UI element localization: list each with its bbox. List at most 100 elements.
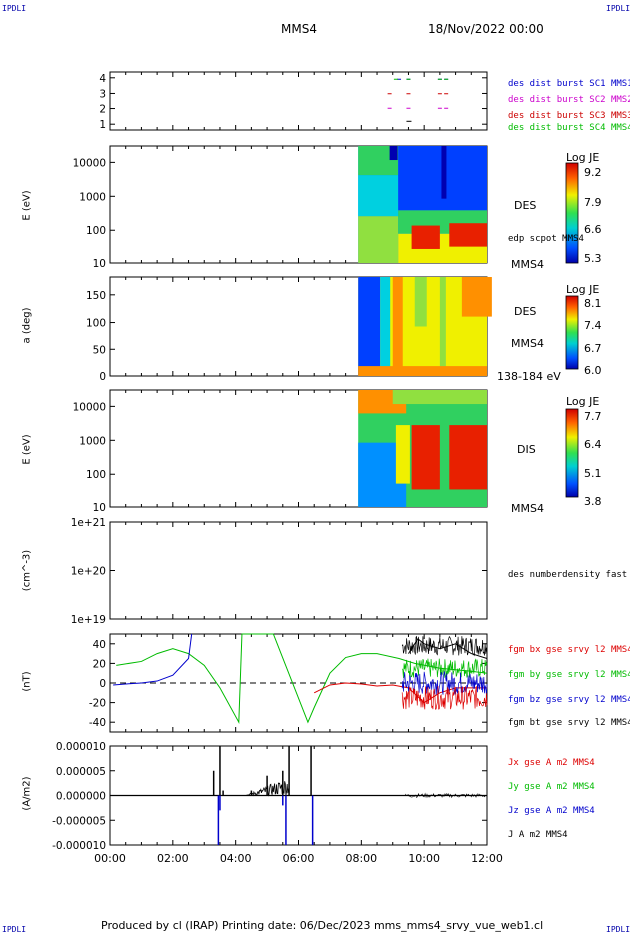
legend-jy: Jy gse A m2 MMS4 (508, 782, 595, 792)
y-tick-label-current-0: 0.000010 (56, 741, 106, 753)
series-bx (313, 682, 487, 704)
y-tick-label-des_pa-3: 0 (99, 371, 106, 383)
y-tick-label-des_pa-2: 50 (93, 344, 106, 356)
cbar2-tick-2: 6.7 (584, 342, 602, 355)
des-pa-block (358, 277, 381, 376)
y-tick-label-dis_e-2: 100 (86, 469, 106, 481)
cbar3-tick-1: 6.4 (584, 438, 602, 451)
density-legend: des numberdensity fast M (508, 570, 630, 580)
date-title: 18/Nov/2022 00:00 (428, 22, 544, 36)
des-pa-block (439, 277, 446, 376)
des-pa-sc: MMS4 (511, 337, 544, 350)
legend-avail-1: des dist burst SC1 MMS1 (508, 79, 630, 89)
y-tick-label-des_pa-0: 150 (86, 290, 106, 302)
y-tick-label-avail-3: 1 (99, 119, 106, 131)
bfield-noise (401, 658, 488, 679)
x-tick-label-6: 12:00 (471, 852, 503, 865)
legend-j: J A m2 MMS4 (508, 830, 568, 840)
series-bz (113, 633, 193, 686)
x-tick-label-0: 00:00 (94, 852, 126, 865)
current-burst (245, 781, 290, 797)
legend-jz: Jz gse A m2 MMS4 (508, 806, 595, 816)
panel-frame-density (109, 521, 488, 620)
x-tick-label-3: 06:00 (283, 852, 315, 865)
cbar2-tick-3: 6.0 (584, 364, 602, 377)
dis-e-name: DIS (517, 443, 536, 456)
cbar1-tick-3: 5.3 (584, 252, 602, 265)
y-tick-label-avail-2: 2 (99, 104, 106, 116)
ylabel-des-pa: a (deg) (21, 307, 33, 344)
legend-avail-3: des dist burst SC3 MMS3 (508, 111, 630, 121)
bfield-noise (401, 635, 488, 657)
cbar2-tick-0: 8.1 (584, 297, 602, 310)
series-bt (408, 638, 488, 659)
cbar3-tick-2: 5.1 (584, 467, 602, 480)
legend-avail-4: des dist burst SC4 MMS4 (508, 123, 630, 133)
des-e-hot (411, 225, 440, 249)
cbar1-tick-1: 7.9 (584, 196, 602, 209)
cbar2-tick-1: 7.4 (584, 319, 602, 332)
ylabel-density: (cm^-3) (21, 549, 33, 592)
des-e-sc: MMS4 (511, 258, 544, 271)
spacecraft-title: MMS4 (281, 22, 317, 36)
des-e-block (358, 175, 399, 217)
bfield-noise (401, 685, 488, 710)
cbar1-tick-2: 6.6 (584, 223, 602, 236)
x-tick-label-2: 04:00 (220, 852, 252, 865)
ylabel-bfield: (nT) (21, 671, 33, 692)
colorbar-3 (565, 408, 579, 498)
x-tick-label-5: 10:00 (408, 852, 440, 865)
des-pa-block (414, 277, 427, 327)
corner-label-tr: IPDLI (606, 4, 630, 13)
corner-label-tl: IPDLI (2, 4, 27, 13)
ylabel-des-e: E (eV) (21, 190, 33, 221)
y-tick-label-avail-0: 4 (99, 73, 106, 85)
des-e-stripe (389, 146, 398, 161)
des-e-block (358, 216, 399, 263)
ylabel-dis-e: E (eV) (21, 434, 33, 465)
des-pa-name: DES (514, 305, 537, 318)
des-e-name: DES (514, 199, 537, 212)
footer-text: Produced by cl (IRAP) Printing date: 06/… (101, 919, 544, 932)
y-tick-label-bfield-3: -20 (89, 698, 106, 710)
des-pa-block (461, 277, 492, 317)
y-tick-label-avail-1: 3 (99, 88, 106, 100)
y-tick-label-current-1: 0.000005 (56, 766, 106, 778)
legend-bx: fgm bx gse srvy l2 MMS4 (508, 645, 630, 655)
y-tick-label-density-0: 1e+21 (71, 517, 106, 529)
y-tick-label-dis_e-0: 10000 (73, 401, 106, 413)
corner-label-br: IPDLI (606, 925, 630, 934)
series-by (116, 633, 488, 725)
y-tick-label-des_e-3: 10 (93, 258, 106, 270)
cbar3-title: Log JE (566, 395, 600, 408)
legend-avail-2: des dist burst SC2 MMS2 (508, 95, 630, 105)
legend-bz: fgm bz gse srvy l2 MMS4 (508, 695, 630, 705)
des-pa-range: 138-184 eV (497, 370, 561, 383)
colorbar-1 (565, 162, 579, 264)
des-pa-block (392, 277, 403, 376)
cbar3-tick-3: 3.8 (584, 495, 602, 508)
y-tick-label-dis_e-3: 10 (93, 502, 106, 514)
des-pa-block (358, 366, 487, 376)
ylabel-current: (A/m2) (21, 776, 33, 811)
y-tick-label-current-3: -0.000005 (52, 815, 106, 827)
y-tick-label-des_pa-1: 100 (86, 318, 106, 330)
legend-bt: fgm bt gse srvy l2 MMS4 (508, 718, 630, 728)
corner-label-bl: IPDLI (2, 925, 27, 934)
y-tick-label-current-2: 0.000000 (56, 791, 106, 803)
y-tick-label-dis_e-1: 1000 (79, 435, 106, 447)
y-tick-label-bfield-4: -40 (89, 717, 106, 729)
dis-e-sc: MMS4 (511, 502, 544, 515)
dis-e-hot (411, 425, 440, 490)
bfield-noise (401, 671, 488, 695)
x-tick-label-4: 08:00 (345, 852, 377, 865)
dis-e-hot (449, 425, 487, 490)
des-e-note: edp scpot MMS4 (508, 234, 584, 244)
legend-by: fgm by gse srvy l2 MMS4 (508, 670, 630, 680)
y-tick-label-des_e-1: 1000 (79, 191, 106, 203)
des-e-stripe (441, 146, 447, 199)
cbar1-title: Log JE (566, 151, 600, 164)
current-noise (405, 792, 487, 799)
y-tick-label-bfield-0: 40 (93, 639, 106, 651)
